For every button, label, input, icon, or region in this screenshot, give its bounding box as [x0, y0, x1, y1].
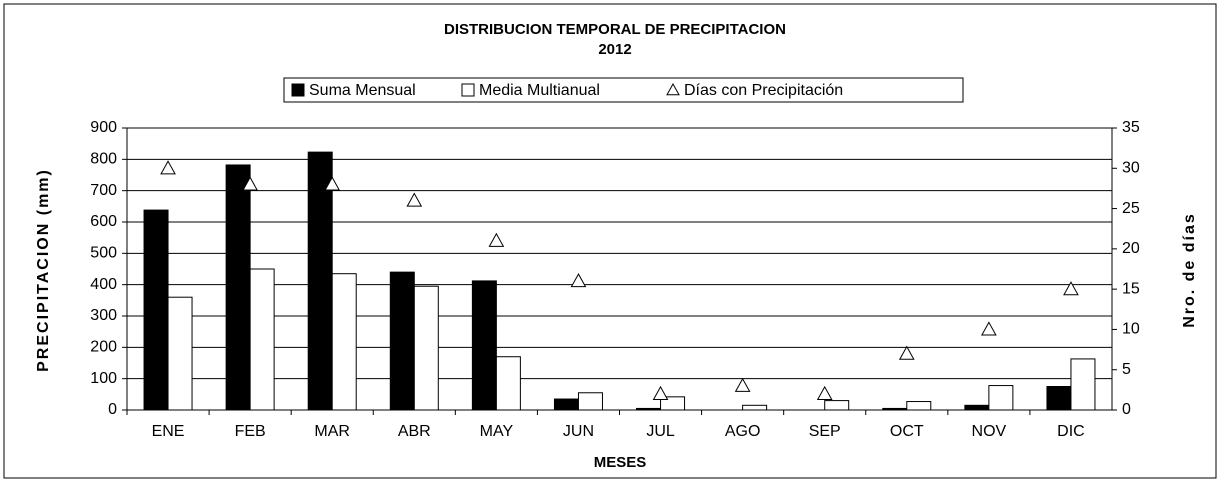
x-tick-label: JUN [563, 423, 594, 440]
bar [225, 164, 251, 411]
y2-tick-label: 5 [1122, 361, 1131, 378]
y2-axis-label: Nro. de días [1181, 212, 1198, 328]
bar [307, 151, 333, 411]
bar [495, 356, 521, 411]
bar [331, 273, 357, 411]
x-tick-label: SEP [809, 423, 841, 440]
legend-marker [461, 83, 475, 97]
x-axis-label: MESES [594, 454, 647, 471]
x-tick-label: OCT [890, 423, 924, 440]
y-tick-label: 300 [90, 307, 117, 324]
bar [577, 392, 603, 411]
legend-label: Días con Precipitación [684, 82, 843, 99]
x-tick-label: MAY [480, 423, 514, 440]
day-marker [898, 345, 915, 360]
y2-tick-label: 30 [1122, 160, 1140, 177]
y-tick-label: 0 [108, 401, 117, 418]
bar [906, 401, 932, 411]
y-tick-label: 800 [90, 151, 117, 168]
x-tick-label: JUL [646, 423, 675, 440]
bar [167, 296, 193, 411]
bar [964, 404, 990, 411]
y2-tick-label: 35 [1122, 119, 1140, 136]
bar [413, 285, 439, 411]
y2-tick-label: 10 [1122, 321, 1140, 338]
y2-tick-label: 0 [1122, 401, 1131, 418]
legend-label: Media Multianual [479, 82, 600, 99]
chart-title: DISTRIBUCION TEMPORAL DE PRECIPITACION [444, 21, 786, 38]
bar [389, 271, 415, 411]
day-marker [1063, 281, 1079, 296]
y-tick-label: 400 [90, 276, 117, 293]
y-tick-label: 100 [90, 370, 117, 387]
bar [471, 280, 497, 411]
x-tick-label: DIC [1057, 423, 1085, 440]
x-tick-label: MAR [314, 423, 350, 440]
bar [742, 404, 768, 411]
day-marker [816, 385, 833, 400]
bar [1046, 386, 1072, 411]
day-marker [160, 160, 176, 175]
y-tick-label: 700 [90, 182, 117, 199]
legend-box [283, 77, 964, 103]
day-marker [488, 232, 505, 247]
y-tick-label: 500 [90, 245, 117, 262]
y2-tick-label: 25 [1122, 200, 1140, 217]
bar [249, 268, 275, 411]
day-marker [570, 273, 587, 288]
bar [143, 209, 169, 411]
x-tick-label: ABR [398, 423, 431, 440]
y2-tick-label: 20 [1122, 240, 1140, 257]
day-marker [981, 321, 997, 336]
bar [824, 400, 850, 411]
legend-label: Suma Mensual [309, 82, 416, 99]
y-tick-label: 200 [90, 339, 117, 356]
y-tick-label: 600 [90, 213, 117, 230]
day-marker [242, 176, 258, 191]
day-marker [652, 385, 669, 400]
y-axis-label: PRECIPITACION (mm) [35, 168, 52, 372]
legend-marker [666, 82, 680, 96]
x-tick-label: FEB [235, 423, 266, 440]
chart-subtitle: 2012 [598, 41, 631, 58]
y-tick-label: 900 [90, 119, 117, 136]
bar [988, 385, 1014, 411]
x-tick-label: ENE [152, 423, 185, 440]
day-marker [734, 377, 751, 392]
x-tick-label: AGO [725, 423, 761, 440]
bar [1070, 358, 1096, 411]
day-marker [406, 192, 423, 207]
legend-marker [291, 83, 305, 97]
x-tick-label: NOV [972, 423, 1007, 440]
day-marker [324, 176, 341, 191]
bar [553, 398, 579, 411]
y2-tick-label: 15 [1122, 280, 1140, 297]
